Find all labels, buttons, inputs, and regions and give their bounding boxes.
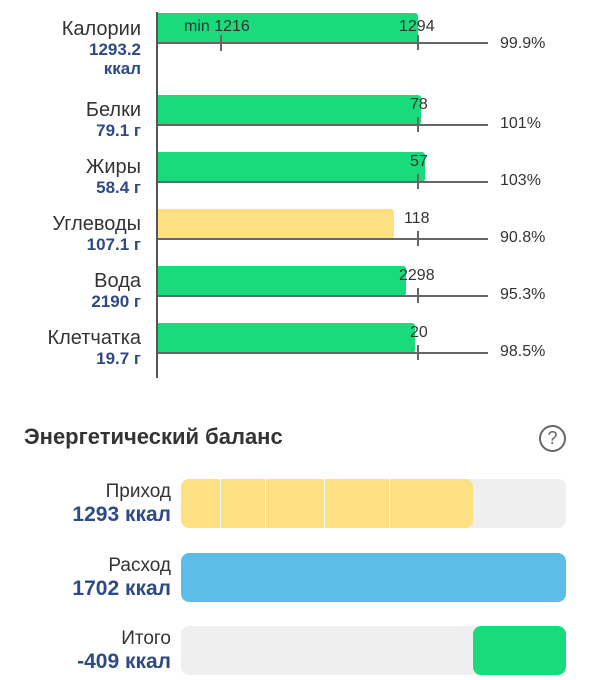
target-line — [158, 352, 488, 354]
nutrient-label: Жиры 58.4 г — [86, 156, 141, 197]
target-value: 78 — [410, 96, 428, 113]
nutrient-bar — [158, 209, 394, 239]
target-value: 2298 — [399, 267, 435, 284]
target-line — [158, 238, 488, 240]
nutrient-row-calories[interactable]: Калории 1293.2 ккал min 1216 1294 99.9% — [0, 13, 591, 78]
nutrient-label: Белки 79.1 г — [86, 99, 141, 140]
nutrient-name: Углеводы — [52, 213, 141, 235]
target-line — [158, 124, 488, 126]
expense-fill — [181, 553, 566, 602]
segment-divider — [265, 479, 266, 528]
nutrient-value: 2190 г — [91, 292, 141, 311]
nutrient-name: Клетчатка — [47, 327, 141, 349]
segment-divider — [324, 479, 325, 528]
target-line — [158, 42, 488, 44]
energy-row-expense[interactable]: Расход 1702 ккал — [0, 553, 591, 605]
nutrient-row-protein[interactable]: Белки 79.1 г 78 101% — [0, 95, 591, 140]
energy-value: 1293 ккал — [72, 503, 171, 526]
nutrient-percent: 95.3% — [500, 286, 546, 303]
target-tick — [417, 288, 419, 303]
nutrient-row-carbs[interactable]: Углеводы 107.1 г 118 90.8% — [0, 209, 591, 254]
target-value: 1294 — [399, 18, 435, 35]
nutrient-name: Жиры — [85, 156, 141, 178]
total-fill — [473, 626, 566, 675]
nutrient-value: 19.7 г — [96, 349, 141, 368]
nutrient-percent: 103% — [500, 172, 541, 189]
nutrient-row-water[interactable]: Вода 2190 г 2298 95.3% — [0, 266, 591, 311]
target-tick — [417, 117, 419, 132]
min-value: min 1216 — [184, 18, 250, 35]
nutrient-bar — [158, 266, 406, 296]
target-value: 20 — [410, 324, 428, 341]
target-tick — [417, 35, 419, 50]
help-icon[interactable]: ? — [539, 425, 566, 452]
energy-value: 1702 ккал — [72, 577, 171, 600]
nutrient-value: 1293.2 — [89, 40, 141, 59]
nutrient-name: Белки — [85, 99, 141, 121]
target-line — [158, 181, 488, 183]
segment-divider — [220, 479, 221, 528]
target-tick — [417, 345, 419, 360]
nutrient-value: 79.1 г — [96, 121, 141, 140]
energy-name: Приход — [105, 481, 171, 502]
target-line — [158, 295, 488, 297]
nutrient-bar — [158, 13, 418, 43]
nutrient-row-fats[interactable]: Жиры 58.4 г 57 103% — [0, 152, 591, 197]
nutrient-bar — [158, 323, 415, 353]
energy-value: -409 ккал — [77, 650, 171, 673]
energy-label: Приход 1293 ккал — [72, 481, 171, 527]
nutrient-label: Клетчатка 19.7 г — [47, 327, 141, 368]
energy-name: Итого — [121, 628, 171, 649]
intake-fill — [181, 479, 473, 528]
energy-label: Итого -409 ккал — [77, 628, 171, 674]
nutrient-name: Вода — [94, 270, 141, 292]
nutrient-percent: 90.8% — [500, 229, 546, 246]
nutrient-unit: ккал — [103, 59, 141, 78]
target-tick — [417, 174, 419, 189]
nutrient-label: Вода 2190 г — [91, 270, 141, 311]
nutrient-bar — [158, 152, 425, 182]
segment-divider — [389, 479, 390, 528]
total-bar — [181, 626, 566, 675]
nutrient-percent: 98.5% — [500, 343, 546, 360]
target-value: 118 — [404, 210, 430, 227]
nutrient-label: Калории 1293.2 ккал — [62, 18, 141, 78]
energy-balance-title: Энергетический баланс — [24, 424, 283, 449]
expense-bar — [181, 553, 566, 602]
chart-axis — [156, 12, 158, 378]
energy-name: Расход — [108, 555, 171, 576]
energy-row-total[interactable]: Итого -409 ккал — [0, 626, 591, 678]
target-value: 57 — [410, 153, 428, 170]
nutrient-percent: 101% — [500, 115, 541, 132]
nutrient-label: Углеводы 107.1 г — [52, 213, 141, 254]
min-tick — [220, 35, 222, 51]
energy-label: Расход 1702 ккал — [72, 555, 171, 601]
nutrient-percent: 99.9% — [500, 35, 546, 52]
energy-row-intake[interactable]: Приход 1293 ккал — [0, 479, 591, 531]
nutrient-row-fiber[interactable]: Клетчатка 19.7 г 20 98.5% — [0, 323, 591, 368]
nutrient-name: Калории — [61, 18, 141, 40]
nutrient-chart: Калории 1293.2 ккал min 1216 1294 99.9% … — [0, 12, 591, 378]
nutrient-value: 58.4 г — [96, 178, 141, 197]
target-tick — [417, 231, 419, 246]
nutrient-bar — [158, 95, 421, 125]
nutrient-value: 107.1 г — [86, 235, 141, 254]
intake-bar — [181, 479, 566, 528]
